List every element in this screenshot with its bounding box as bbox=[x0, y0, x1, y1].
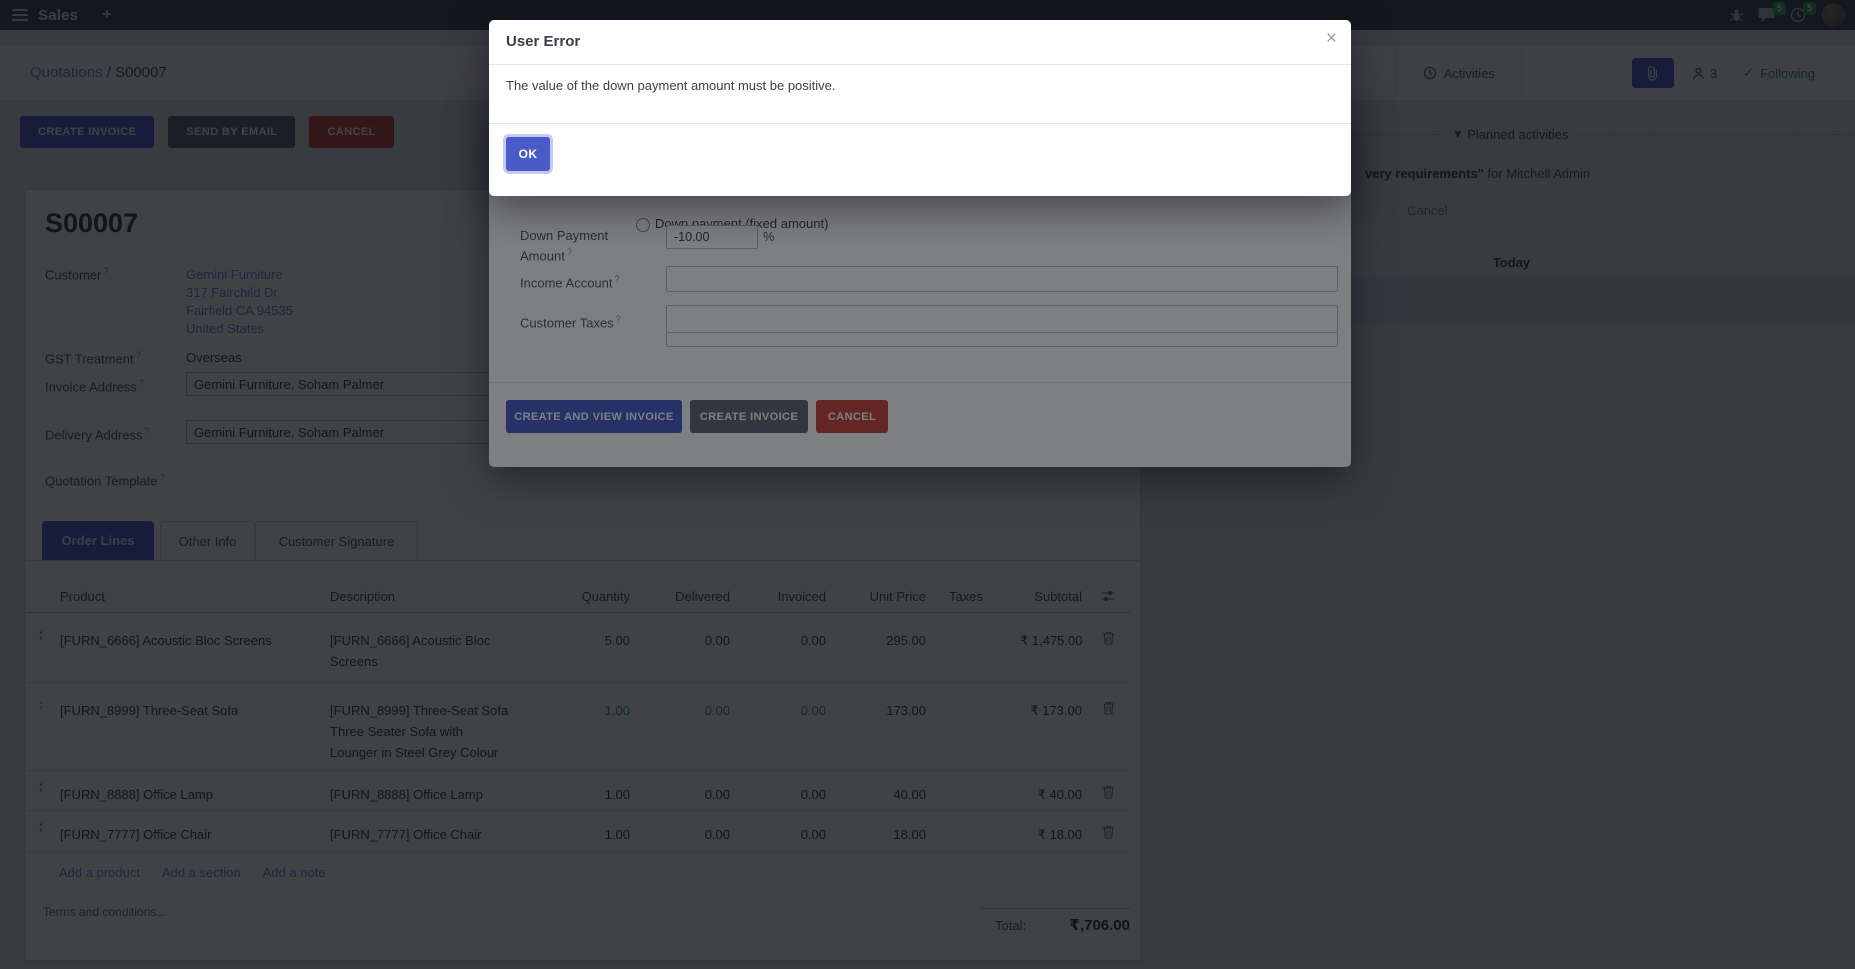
error-message: The value of the down payment amount mus… bbox=[506, 78, 836, 93]
error-dialog-header: User Error × bbox=[489, 20, 1351, 65]
error-dialog-title: User Error bbox=[506, 33, 581, 50]
ok-button[interactable]: OK bbox=[506, 137, 550, 171]
user-error-dialog: User Error × The value of the down payme… bbox=[489, 20, 1351, 196]
close-icon[interactable]: × bbox=[1325, 28, 1337, 49]
error-dialog-footer: OK bbox=[489, 123, 1351, 197]
